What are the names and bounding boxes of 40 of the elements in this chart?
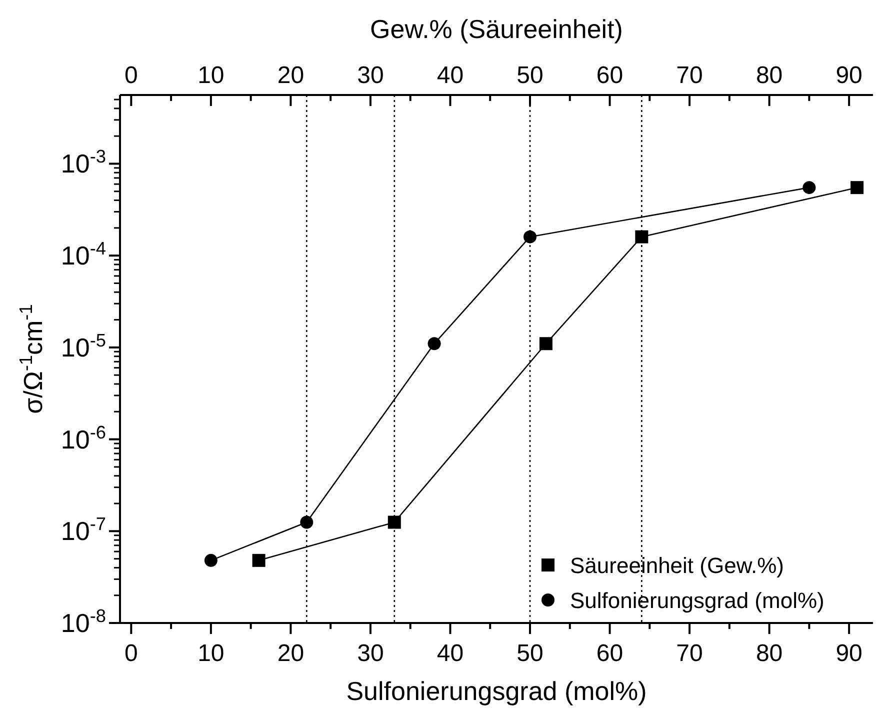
legend-label: Säureeinheit (Gew.%) (570, 553, 784, 578)
x-axis-title: Sulfonierungsgrad (mol%) (346, 676, 647, 706)
x2-tick-label: 80 (756, 640, 783, 667)
x2-tick-label: 30 (357, 640, 384, 667)
x2-axis-title: Gew.% (Säureeinheit) (370, 14, 623, 44)
x2-tick-label: 70 (676, 640, 703, 667)
point (635, 230, 648, 244)
point (388, 516, 401, 529)
x2-tick-label: 10 (198, 640, 224, 667)
legend-label: Sulfonierungsgrad (mol%) (570, 588, 824, 613)
y-tick-label: 10$^{-4}$ (60, 238, 106, 271)
y-tick-label: 10$^{-3}$ (60, 146, 106, 179)
x-tick-label: 80 (756, 62, 783, 89)
point (204, 554, 218, 567)
x2-tick-label: 50 (516, 640, 544, 667)
x-tick-label: 40 (436, 62, 464, 89)
x2-tick-label: 90 (836, 640, 862, 667)
y-tick-label: 10$^{-8}$ (60, 606, 106, 638)
point (524, 230, 536, 244)
y-tick-label: 10$^{-7}$ (60, 514, 106, 546)
x2-tick-label: 0 (124, 640, 138, 667)
x-tick-label: 60 (596, 62, 624, 89)
x-tick-label: 0 (124, 62, 138, 89)
y-tick-label: 10$^{-5}$ (60, 330, 106, 362)
x-tick-label: 50 (516, 62, 544, 89)
point (802, 181, 816, 194)
x-tick-label: 70 (676, 62, 703, 89)
x2-tick-label: 40 (436, 640, 464, 667)
x-tick-label: 90 (836, 62, 862, 89)
y-tick-label: 10$^{-6}$ (60, 422, 106, 454)
point (300, 516, 314, 529)
point (252, 554, 266, 567)
point (850, 181, 864, 194)
point (539, 337, 552, 350)
point (428, 337, 441, 350)
x2-tick-label: 20 (277, 640, 304, 667)
x2-tick-label: 60 (596, 640, 624, 667)
x-tick-label: 30 (357, 62, 384, 89)
x-tick-label: 10 (198, 62, 224, 89)
x-tick-label: 20 (277, 62, 304, 89)
